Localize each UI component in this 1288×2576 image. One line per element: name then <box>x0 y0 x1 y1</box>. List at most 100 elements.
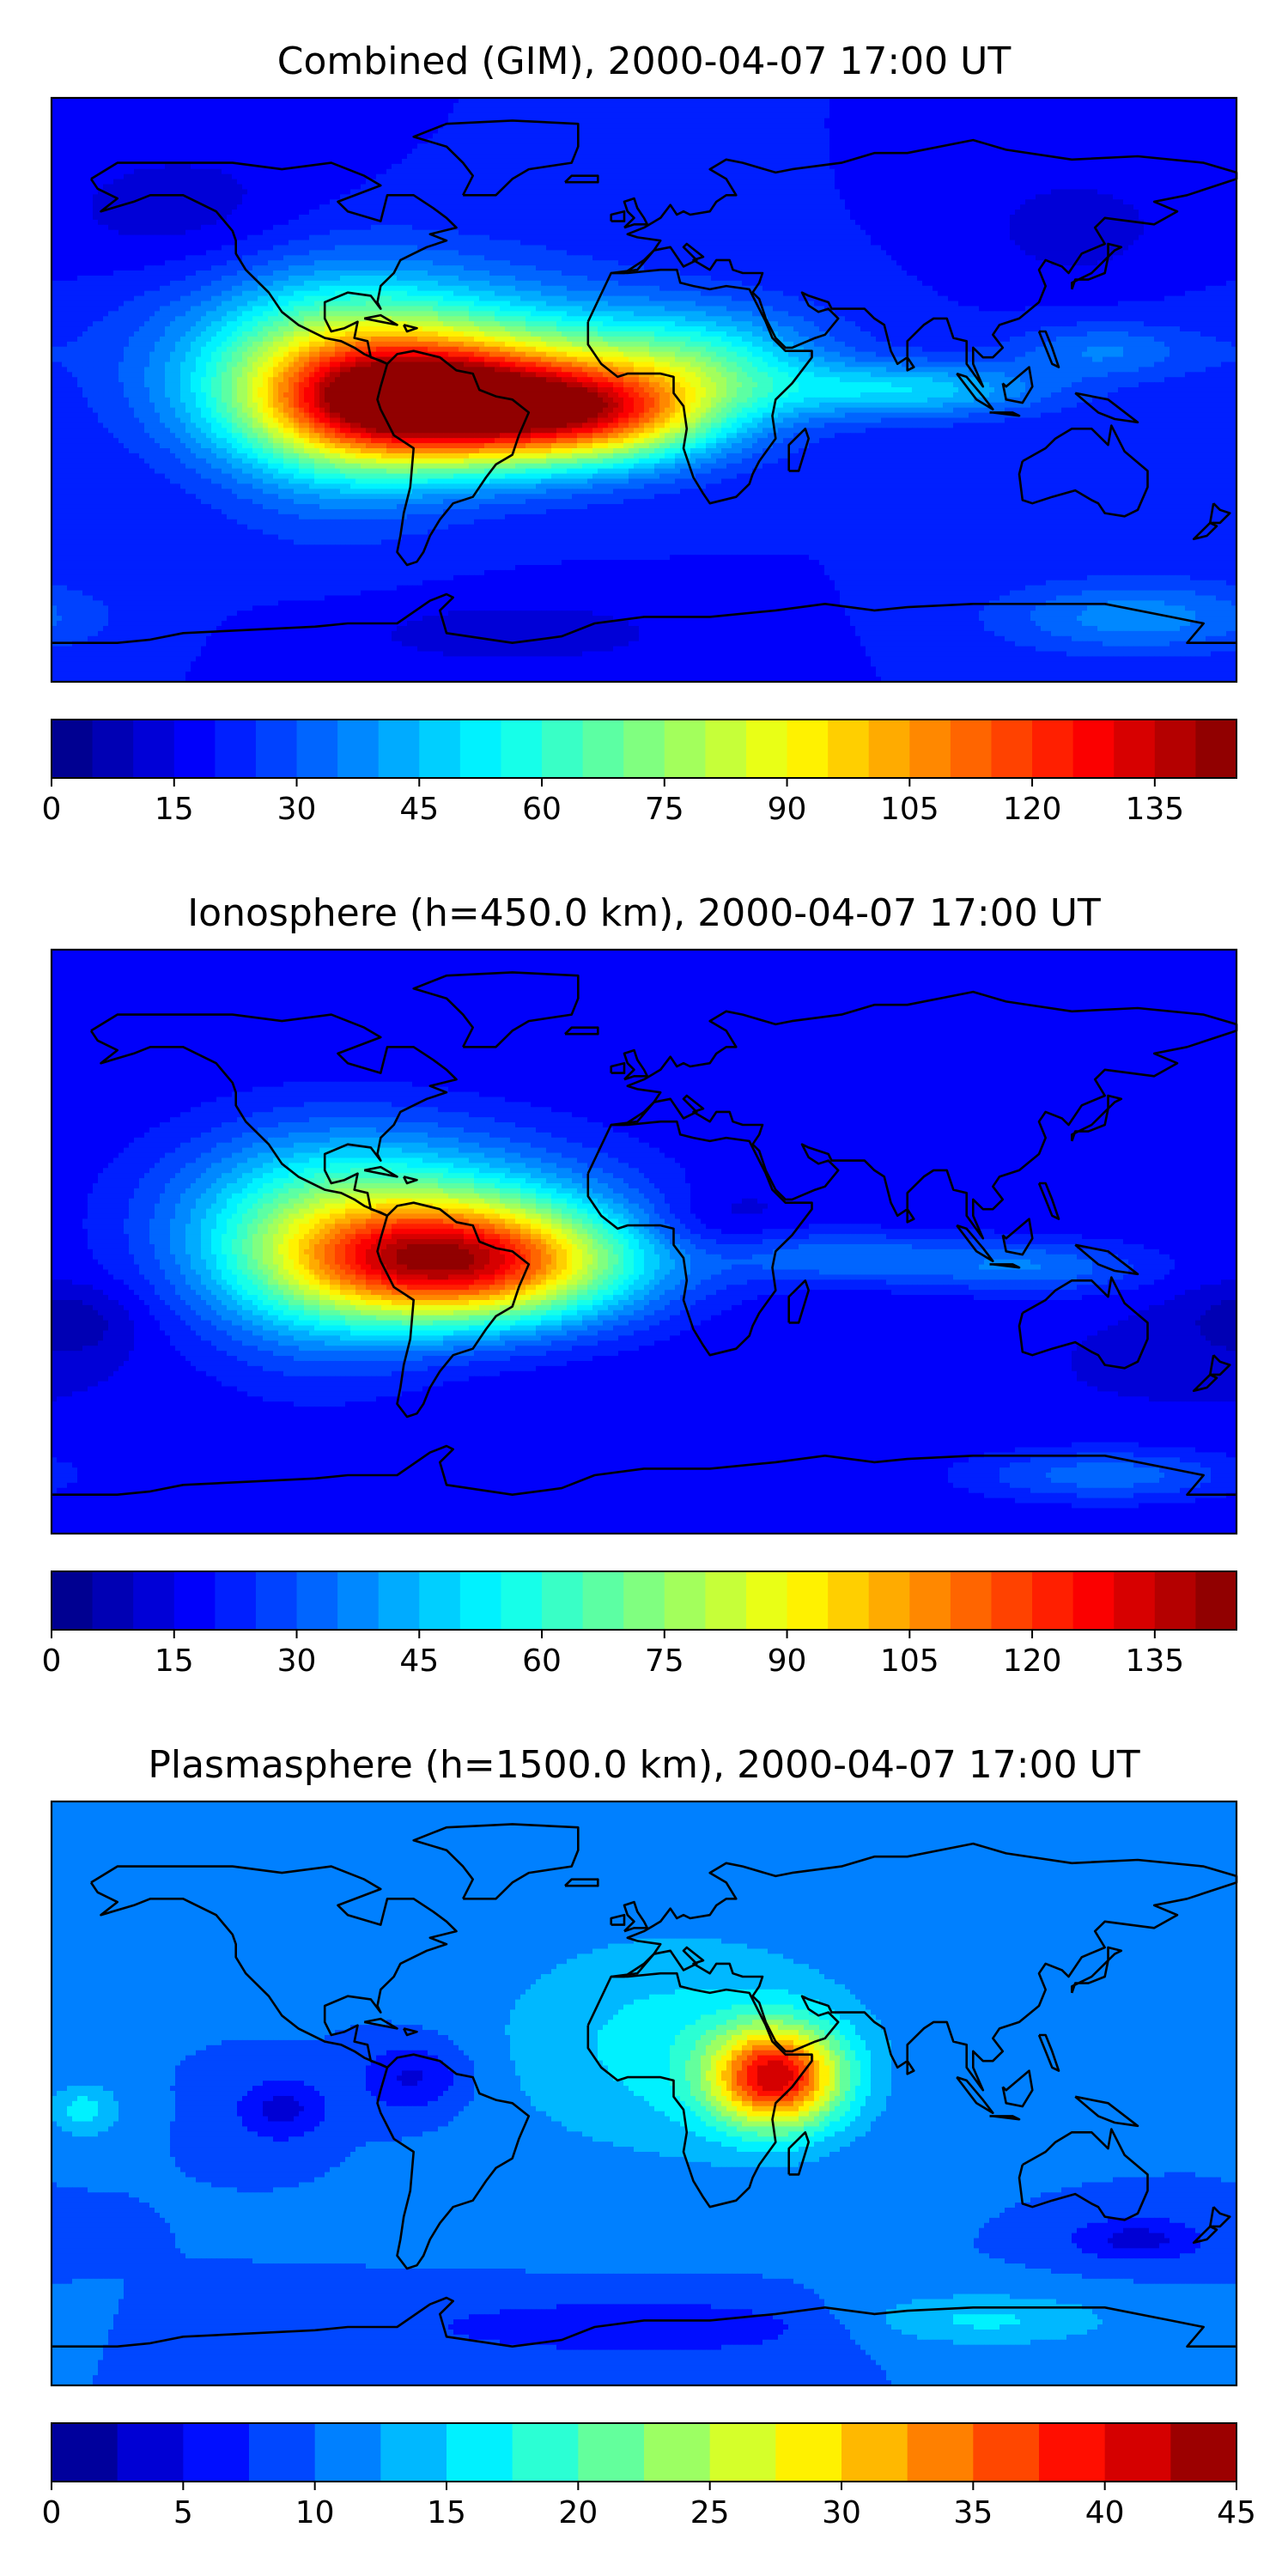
colorbar-swatch <box>665 1571 706 1630</box>
colorbar-swatch <box>1073 1571 1115 1630</box>
colorbar-tick-label: 15 <box>427 2495 466 2530</box>
colorbar-swatch <box>583 1571 624 1630</box>
colorbar-swatch <box>908 2423 974 2482</box>
colorbar-swatch <box>501 1571 542 1630</box>
colorbar-tick-label: 0 <box>42 1643 62 1679</box>
colorbar-swatch <box>705 1571 746 1630</box>
colorbar-tick-label: 75 <box>645 1643 684 1679</box>
colorbar-swatch <box>93 720 134 778</box>
colorbar-tick-label: 60 <box>522 792 562 827</box>
colorbar-swatch <box>315 2423 381 2482</box>
colorbar-swatch <box>1155 1571 1196 1630</box>
colorbar-tick-label: 45 <box>399 1643 439 1679</box>
map-plot <box>52 1801 1237 2386</box>
colorbar-tick-label: 60 <box>522 1643 562 1679</box>
map-plot <box>52 98 1237 683</box>
colorbar-swatch <box>583 720 624 778</box>
colorbar-swatch <box>501 720 542 778</box>
colorbar-swatch <box>133 1571 174 1630</box>
colorbar-swatch <box>1073 720 1115 778</box>
colorbar-tick-label: 0 <box>42 2495 62 2530</box>
colorbar-tick-label: 90 <box>768 1643 807 1679</box>
colorbar-swatch <box>841 2423 908 2482</box>
colorbar-tick-label: 45 <box>1217 2495 1256 2530</box>
colorbar-swatch <box>52 2423 118 2482</box>
colorbar-swatch <box>665 720 706 778</box>
colorbar-swatch <box>869 1571 910 1630</box>
colorbar-swatch <box>623 1571 665 1630</box>
colorbar-swatch <box>249 2423 315 2482</box>
colorbar-swatch <box>991 1571 1032 1630</box>
colorbar-swatch <box>828 720 869 778</box>
colorbar-swatch <box>909 720 951 778</box>
panel-title: Combined (GIM), 2000-04-07 17:00 UT <box>277 39 1012 83</box>
colorbar-swatch <box>775 2423 841 2482</box>
colorbar-tick-label: 10 <box>295 2495 335 2530</box>
colorbar-swatch <box>1170 2423 1236 2482</box>
colorbar-swatch <box>379 720 420 778</box>
colorbar-tick-label: 30 <box>822 2495 861 2530</box>
colorbar-swatch <box>869 720 910 778</box>
colorbar-swatch <box>1105 2423 1171 2482</box>
colorbar-swatch <box>419 720 460 778</box>
colorbar-swatch <box>746 720 787 778</box>
colorbar-tick-label: 75 <box>645 792 684 827</box>
colorbar-tick-label: 90 <box>768 792 807 827</box>
colorbar-tick-label: 105 <box>880 1643 939 1679</box>
colorbar-swatch <box>705 720 746 778</box>
colorbar-swatch <box>1155 720 1196 778</box>
colorbar-tick-label: 30 <box>277 792 317 827</box>
colorbar-swatch <box>542 1571 583 1630</box>
colorbar-swatch <box>93 1571 134 1630</box>
colorbar-swatch <box>542 720 583 778</box>
panel-title: Ionosphere (h=450.0 km), 2000-04-07 17:0… <box>187 891 1101 935</box>
colorbar-swatch <box>1114 1571 1155 1630</box>
colorbar-swatch <box>1195 720 1236 778</box>
colorbar-swatch <box>183 2423 249 2482</box>
colorbar-tick-label: 20 <box>558 2495 598 2530</box>
panel-plasmasphere: Plasmasphere (h=1500.0 km), 2000-04-07 1… <box>42 1743 1256 2530</box>
colorbar-swatch <box>460 1571 501 1630</box>
colorbar-tick-label: 120 <box>1003 792 1062 827</box>
colorbar-swatch <box>710 2423 776 2482</box>
panel-combined: Combined (GIM), 2000-04-07 17:00 UT 0 15 3… <box>42 39 1237 827</box>
colorbar-tick-label: 135 <box>1125 1643 1184 1679</box>
panel-title: Plasmasphere (h=1500.0 km), 2000-04-07 1… <box>148 1743 1139 1787</box>
colorbar-swatch <box>256 720 297 778</box>
colorbar-tick-label: 105 <box>880 792 939 827</box>
colorbar-tick-label: 40 <box>1085 2495 1125 2530</box>
colorbar-swatch <box>623 720 665 778</box>
colorbar-swatch <box>215 720 256 778</box>
colorbar-tick-label: 135 <box>1125 792 1184 827</box>
colorbar-swatch <box>256 1571 297 1630</box>
colorbar-swatch <box>1032 720 1073 778</box>
colorbar-swatch <box>1039 2423 1105 2482</box>
colorbar-swatch <box>578 2423 644 2482</box>
panel-ionosphere: Ionosphere (h=450.0 km), 2000-04-07 17:0… <box>42 891 1237 1679</box>
colormap-field <box>52 1801 1237 2386</box>
colorbar: 0 5 10 15 20 25 30 35 40 45 <box>42 2423 1256 2530</box>
colorbar-swatch <box>337 720 379 778</box>
colorbar-swatch <box>951 1571 992 1630</box>
colorbar-swatch <box>174 1571 216 1630</box>
colorbar-swatch <box>787 720 829 778</box>
colorbar-swatch <box>379 1571 420 1630</box>
colorbar-swatch <box>52 1571 93 1630</box>
colormap-field <box>52 98 1237 683</box>
colorbar-swatch <box>909 1571 951 1630</box>
colorbar-swatch <box>1195 1571 1236 1630</box>
colorbar-swatch <box>746 1571 787 1630</box>
colorbar-swatch <box>951 720 992 778</box>
colorbar-tick-label: 30 <box>277 1643 317 1679</box>
colorbar-swatch <box>1114 720 1155 778</box>
colorbar-swatch <box>644 2423 710 2482</box>
colorbar-swatch <box>52 720 93 778</box>
colorbar-swatch <box>297 1571 338 1630</box>
colorbar-tick-label: 15 <box>155 792 194 827</box>
colorbar-tick-label: 25 <box>690 2495 730 2530</box>
colorbar-tick-label: 45 <box>399 792 439 827</box>
map-plot <box>52 950 1237 1534</box>
colorbar-swatch <box>419 1571 460 1630</box>
colorbar: 0 15 30 45 60 75 90 105 120 135 <box>42 720 1237 827</box>
